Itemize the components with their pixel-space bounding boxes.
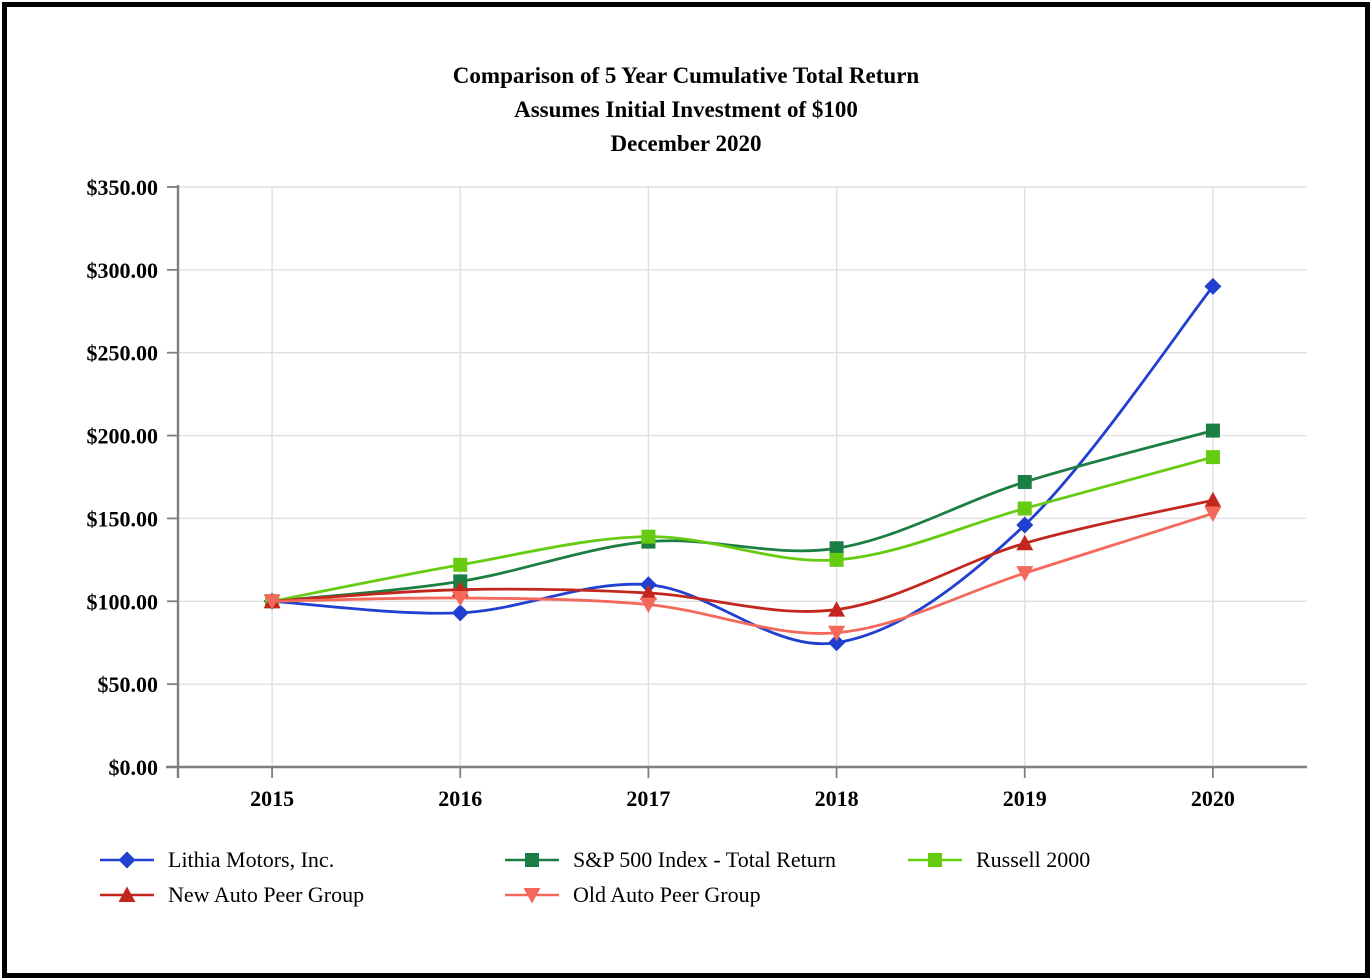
x-tick-label: 2018	[815, 786, 859, 811]
legend-item-lithia-motors: Lithia Motors, Inc.	[100, 845, 505, 875]
x-tick-label: 2017	[626, 786, 670, 811]
x-tick-label: 2020	[1191, 786, 1235, 811]
chart-title-line2: Assumes Initial Investment of $100	[514, 97, 858, 122]
legend-label-lithia-motors: Lithia Motors, Inc.	[168, 847, 335, 872]
y-tick-label: $100.00	[87, 589, 159, 614]
chart-title: Comparison of 5 Year Cumulative Total Re…	[0, 59, 1372, 161]
square-marker-icon	[908, 850, 962, 870]
x-tick-label: 2019	[1003, 786, 1047, 811]
y-tick-label: $300.00	[87, 258, 159, 283]
chart-legend: Lithia Motors, Inc. S&P 500 Index - Tota…	[100, 845, 1090, 910]
square-marker-icon	[505, 850, 559, 870]
triangle-down-marker-icon	[505, 885, 559, 905]
chart-title-line3: December 2020	[610, 131, 762, 156]
diamond-marker-icon	[100, 850, 154, 870]
legend-item-russell-2000: Russell 2000	[908, 845, 1090, 875]
y-tick-label: $200.00	[87, 424, 159, 449]
legend-item-new-auto-peer-group: New Auto Peer Group	[100, 880, 505, 910]
series-line-0	[263, 277, 1222, 652]
y-tick-label: $250.00	[87, 341, 159, 366]
axes	[166, 185, 1307, 778]
series-line-4	[263, 506, 1222, 642]
legend-item-old-auto-peer-group: Old Auto Peer Group	[505, 880, 908, 910]
triangle-up-marker-icon	[100, 885, 154, 905]
legend-label-new-auto-peer-group: New Auto Peer Group	[168, 882, 365, 907]
y-tick-label: $0.00	[109, 755, 159, 780]
x-tick-label: 2016	[438, 786, 482, 811]
chart-title-line1: Comparison of 5 Year Cumulative Total Re…	[452, 63, 920, 88]
x-tick-label: 2015	[250, 786, 294, 811]
legend-label-sp500: S&P 500 Index - Total Return	[573, 847, 837, 872]
y-tick-label: $350.00	[87, 175, 159, 200]
legend-item-sp500: S&P 500 Index - Total Return	[505, 845, 908, 875]
y-tick-label: $50.00	[98, 672, 159, 697]
series-line-1	[265, 423, 1220, 609]
legend-label-russell-2000: Russell 2000	[976, 847, 1091, 872]
legend-label-old-auto-peer-group: Old Auto Peer Group	[573, 882, 761, 907]
axis-labels: $0.00 $50.00 $100.00 $150.00 $200.00 $250.00 $…	[87, 175, 1235, 811]
y-tick-label: $150.00	[87, 506, 159, 531]
